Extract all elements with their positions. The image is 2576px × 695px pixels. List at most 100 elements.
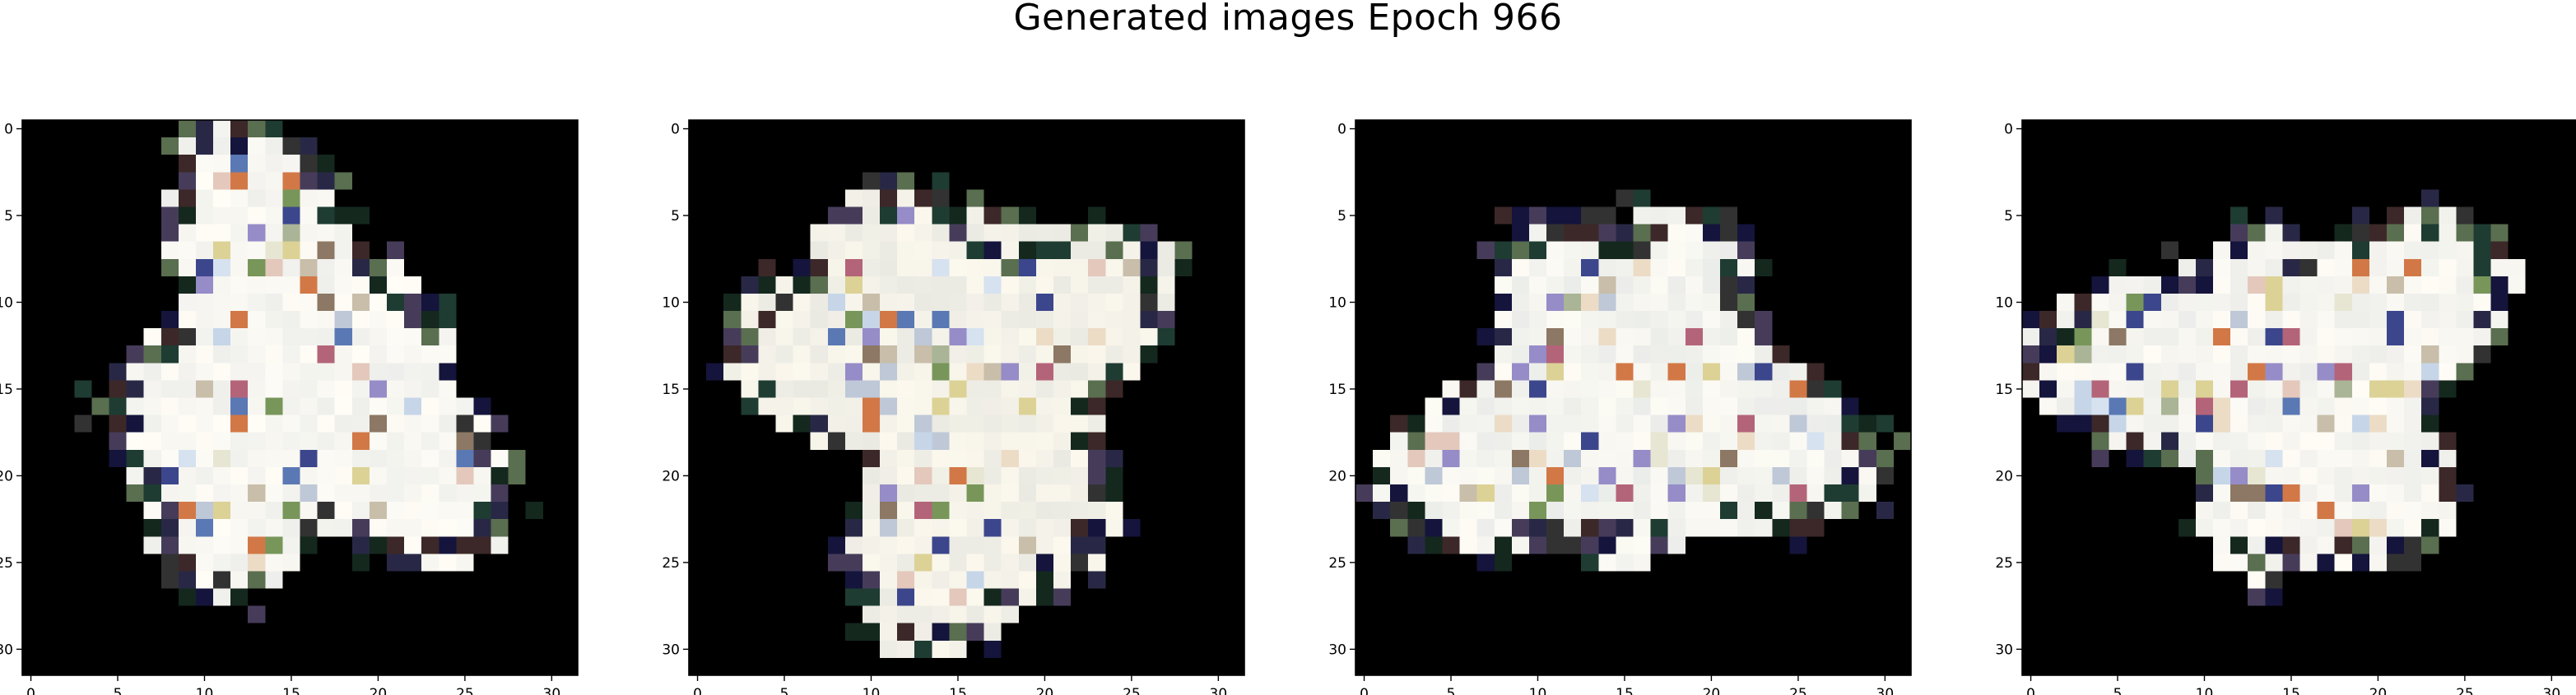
image-pixel — [914, 657, 932, 676]
image-pixel — [1018, 328, 1037, 346]
image-pixel — [2143, 380, 2162, 398]
image-pixel — [1893, 189, 1912, 207]
image-pixel — [317, 571, 336, 590]
image-pixel — [404, 484, 422, 503]
image-pixel — [542, 588, 561, 607]
image-pixel — [862, 519, 881, 537]
image-pixel — [91, 206, 109, 225]
image-pixel — [2126, 432, 2145, 451]
image-pixel — [2456, 363, 2474, 381]
image-pixel — [1667, 293, 1686, 312]
image-pixel — [2490, 605, 2509, 624]
image-pixel — [1737, 415, 1755, 433]
image-pixel — [2039, 380, 2058, 398]
x-tick-label: 10 — [1529, 686, 1547, 695]
image-pixel — [491, 571, 509, 590]
image-pixel — [2317, 224, 2336, 243]
image-pixel — [2195, 137, 2214, 155]
image-pixel — [282, 502, 300, 520]
image-pixel — [1226, 258, 1245, 277]
image-pixel — [1088, 345, 1106, 364]
image-pixel — [1174, 155, 1193, 173]
image-pixel — [2369, 519, 2388, 537]
image-pixel — [983, 172, 1002, 190]
image-pixel — [1511, 519, 1530, 537]
image-pixel — [525, 345, 544, 364]
image-pixel — [1071, 224, 1089, 243]
image-pixel — [2299, 484, 2318, 503]
image-pixel — [827, 554, 846, 572]
image-pixel — [983, 189, 1002, 207]
image-pixel — [1476, 571, 1495, 590]
image-pixel — [1650, 241, 1669, 260]
image-pixel — [862, 432, 881, 451]
image-pixel — [109, 189, 128, 207]
image-pixel — [2143, 466, 2162, 485]
image-pixel — [2351, 588, 2370, 607]
image-pixel — [1355, 432, 1374, 451]
image-pixel — [1088, 397, 1106, 416]
image-pixel — [1071, 276, 1089, 294]
image-pixel — [966, 484, 985, 503]
image-pixel — [2143, 241, 2162, 260]
image-pixel — [143, 502, 162, 520]
image-pixel — [160, 397, 179, 416]
image-pixel — [473, 363, 492, 381]
image-pixel — [1772, 363, 1790, 381]
image-pixel — [404, 276, 422, 294]
image-pixel — [91, 502, 109, 520]
image-pixel — [2126, 363, 2145, 381]
image-pixel — [1858, 311, 1877, 329]
image-pixel — [966, 380, 985, 398]
image-pixel — [1511, 588, 1530, 607]
image-pixel — [949, 293, 967, 312]
image-pixel — [1018, 380, 1037, 398]
image-pixel — [949, 605, 967, 624]
image-pixel — [1018, 311, 1037, 329]
image-pixel — [57, 571, 75, 590]
image-pixel — [2439, 484, 2457, 503]
image-pixel — [2265, 554, 2283, 572]
image-pixel — [1192, 502, 1211, 520]
image-pixel — [1789, 415, 1807, 433]
image-pixel — [2178, 519, 2197, 537]
image-pixel — [949, 415, 967, 433]
image-pixel — [1546, 311, 1565, 329]
image-pixel — [282, 484, 300, 503]
image-pixel — [1226, 571, 1245, 590]
image-pixel — [2091, 588, 2109, 607]
image-pixel — [2022, 623, 2040, 642]
image-pixel — [1407, 276, 1425, 294]
image-pixel — [1209, 571, 1228, 590]
image-pixel — [334, 484, 353, 503]
image-pixel — [542, 311, 561, 329]
image-pixel — [689, 311, 707, 329]
image-pixel — [932, 623, 950, 642]
image-pixel — [2039, 120, 2058, 138]
image-pixel — [2299, 137, 2318, 155]
image-pixel — [160, 415, 179, 433]
image-pixel — [2299, 415, 2318, 433]
image-pixel — [2213, 328, 2231, 346]
image-pixel — [862, 189, 881, 207]
image-pixel — [2022, 120, 2040, 138]
image-pixel — [1226, 397, 1245, 416]
image-pixel — [160, 588, 179, 607]
image-pixel — [248, 605, 266, 624]
image-pixel — [473, 623, 492, 642]
image-pixel — [706, 554, 724, 572]
image-pixel — [1425, 276, 1443, 294]
image-pixel — [1546, 484, 1565, 503]
image-pixel — [508, 657, 527, 676]
image-pixel — [2369, 293, 2388, 312]
image-pixel — [491, 345, 509, 364]
image-pixel — [57, 623, 75, 642]
image-pixel — [2421, 432, 2439, 451]
image-pixel — [74, 155, 92, 173]
image-pixel — [508, 519, 527, 537]
image-pixel — [525, 432, 544, 451]
image-pixel — [1893, 588, 1912, 607]
image-pixel — [1755, 172, 1773, 190]
image-pixel — [2248, 484, 2266, 503]
image-pixel — [1806, 311, 1825, 329]
